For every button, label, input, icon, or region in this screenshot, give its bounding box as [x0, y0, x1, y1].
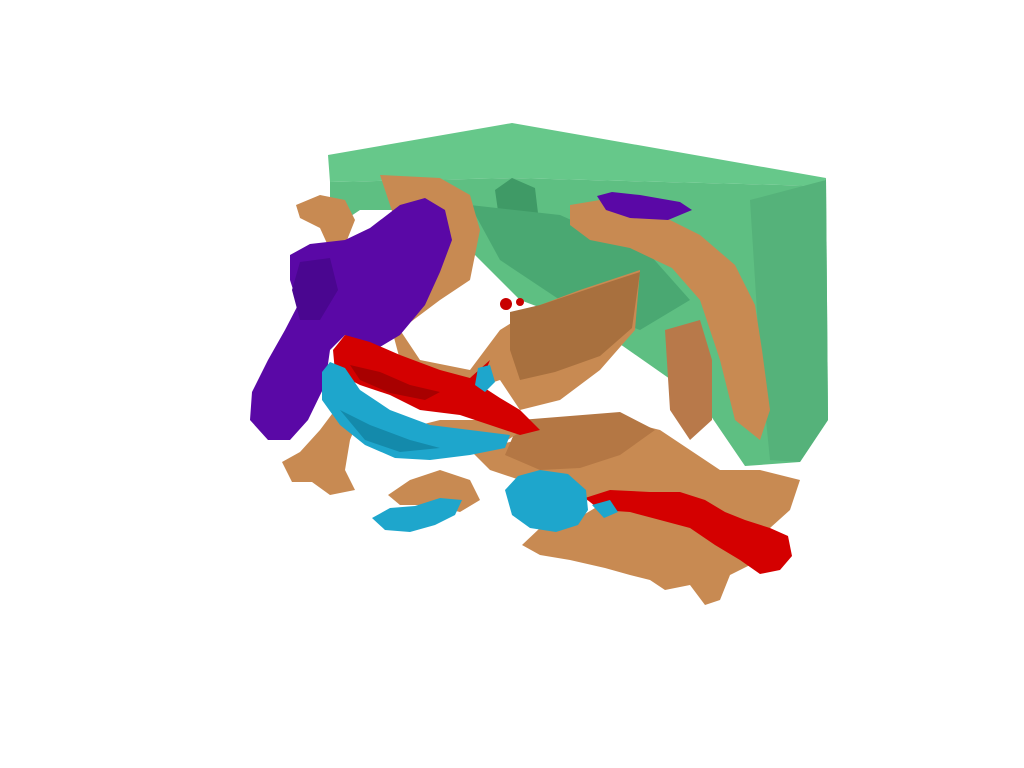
purple-small-cap [597, 192, 692, 220]
red-dot-1 [500, 298, 512, 310]
tan-arch-inner [665, 320, 712, 440]
red-structure [333, 298, 792, 574]
cyan-structure [322, 362, 618, 532]
tan-left-arm [296, 195, 355, 250]
tan-plate [510, 272, 640, 380]
tan-lower-shade [505, 412, 655, 470]
green-block-side-edge [750, 180, 828, 462]
cyan-upper-shade [340, 410, 440, 452]
red-dot-2 [516, 298, 524, 306]
cyan-blob [505, 470, 588, 532]
tan-lower-left [282, 410, 360, 495]
tan-arch [570, 200, 770, 440]
purple-shade [292, 258, 338, 320]
cyan-top-bit [475, 365, 495, 392]
green-block-top [328, 123, 826, 186]
purple-structure [250, 192, 692, 440]
red-lower [585, 490, 792, 574]
cyan-small [592, 500, 618, 518]
cyan-lower [372, 498, 462, 532]
red-upper [333, 335, 540, 435]
purple-main [250, 198, 452, 440]
red-upper-shade [350, 365, 440, 400]
